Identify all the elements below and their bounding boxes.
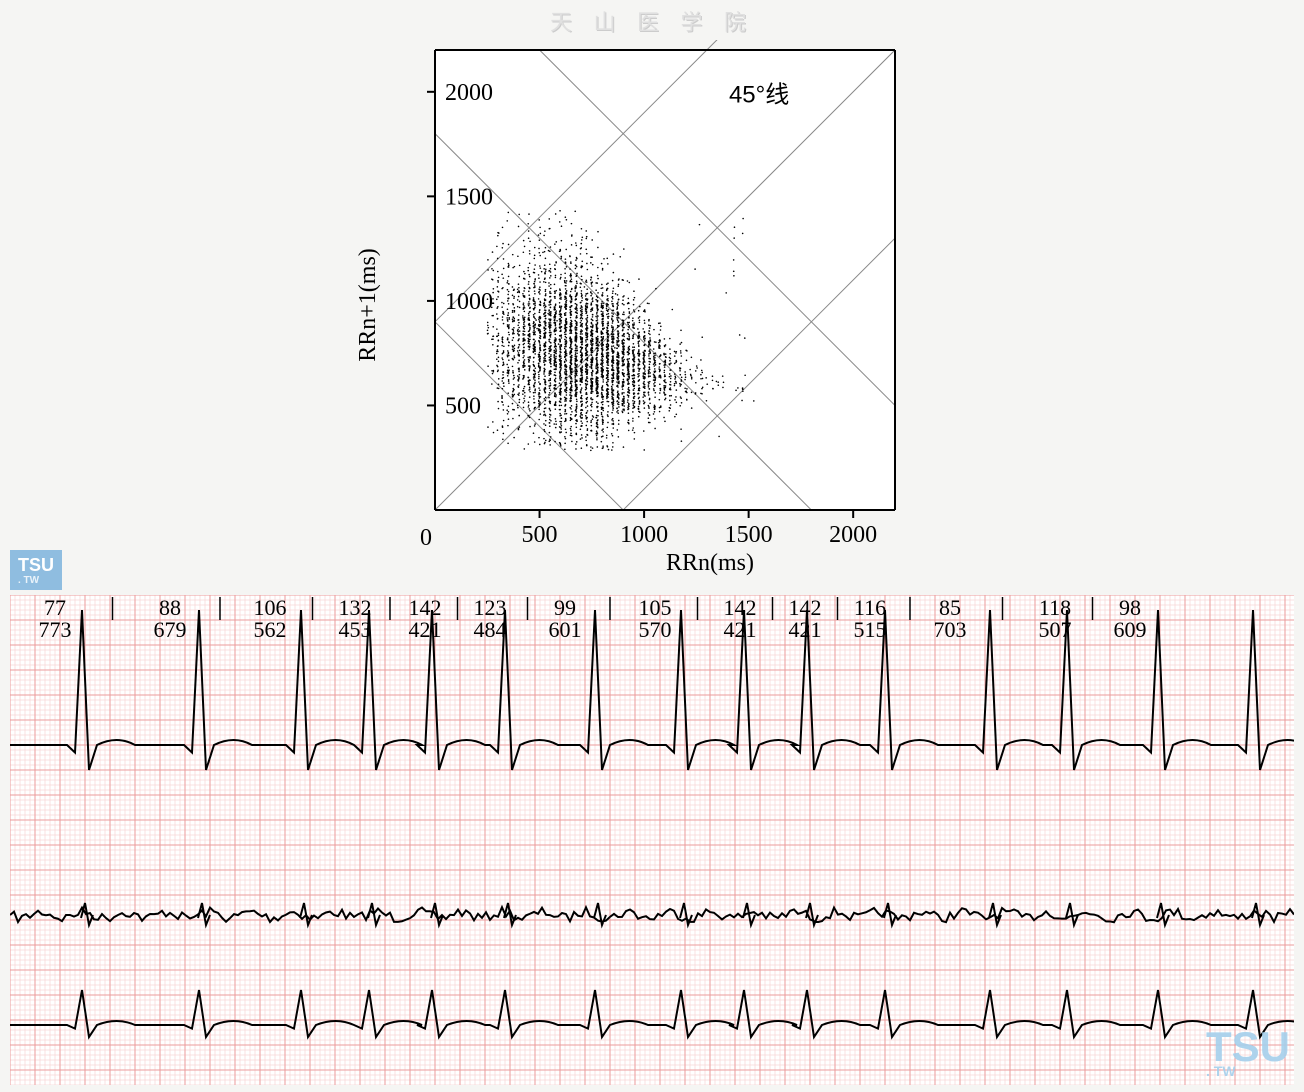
svg-text:679: 679 — [154, 617, 187, 642]
svg-text:500: 500 — [522, 522, 558, 548]
badge-right-line1: TSU — [1206, 1028, 1290, 1066]
svg-text:562: 562 — [254, 617, 287, 642]
svg-text:484: 484 — [474, 617, 507, 642]
scatter-origin-label: 0 — [420, 525, 432, 551]
svg-text:609: 609 — [1114, 617, 1147, 642]
svg-text:773: 773 — [39, 617, 72, 642]
scatter-x-axis-label: RRn(ms) — [666, 550, 754, 576]
svg-text:421: 421 — [724, 617, 757, 642]
svg-text:515: 515 — [854, 617, 887, 642]
scatter-x-ticks: 500 1000 1500 2000 — [522, 510, 878, 548]
svg-text:1000: 1000 — [445, 289, 493, 315]
scatter-45deg-annotation: 45°线 — [729, 81, 789, 108]
svg-text:1000: 1000 — [620, 522, 668, 548]
ecg-strip: 7777388679106562132453142421123484996011… — [10, 595, 1294, 1085]
svg-text:2000: 2000 — [829, 522, 877, 548]
badge-logo-left: TSU . TW — [10, 550, 62, 590]
svg-text:570: 570 — [639, 617, 672, 642]
badge-left-line2: . TW — [18, 576, 54, 586]
badge-left-line1: TSU — [18, 556, 54, 574]
watermark-top: 天 山 医 学 院 — [550, 5, 754, 37]
svg-text:421: 421 — [409, 617, 442, 642]
ecg-lead-2-trace — [10, 903, 1294, 925]
svg-text:2000: 2000 — [445, 80, 493, 106]
svg-text:453: 453 — [339, 617, 372, 642]
poincare-scatter-plot: 500 1000 1500 2000 500 1000 1500 2000 0 RRn(ms… — [340, 40, 930, 580]
svg-text:500: 500 — [445, 393, 481, 419]
scatter-y-axis-label: RRn+1(ms) — [355, 248, 381, 362]
svg-text:1500: 1500 — [445, 184, 493, 210]
svg-text:703: 703 — [934, 617, 967, 642]
svg-text:1500: 1500 — [725, 522, 773, 548]
badge-logo-right: TSU . TW — [1206, 1028, 1290, 1078]
svg-text:601: 601 — [549, 617, 582, 642]
